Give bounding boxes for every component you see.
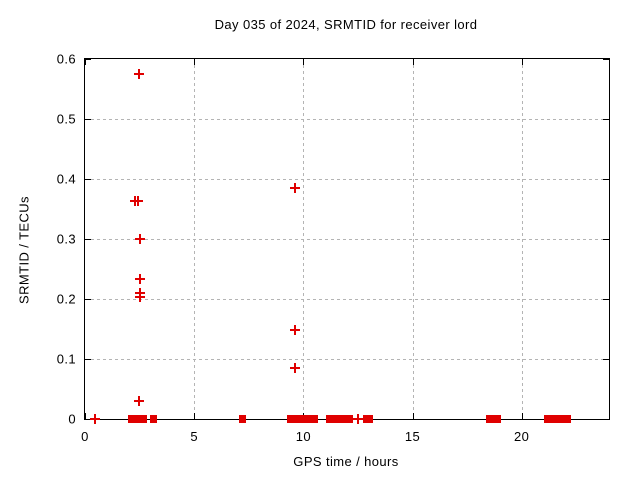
x-tick-mirror (85, 59, 86, 65)
data-point-marker (90, 414, 101, 424)
x-tick (412, 413, 414, 419)
y-tick (85, 419, 91, 420)
vertical-gridline (303, 59, 305, 419)
x-tick-label: 20 (514, 429, 530, 444)
data-point-marker (135, 274, 146, 285)
data-point-marker (289, 363, 300, 373)
y-tick (85, 119, 91, 120)
y-tick-mirror (603, 359, 609, 360)
data-point-marker (290, 325, 301, 336)
horizontal-gridline (85, 299, 609, 300)
vertical-gridline (412, 59, 414, 419)
y-tick-label: 0.4 (56, 171, 76, 187)
zero-value-data-run (128, 415, 148, 423)
zero-value-data-run (543, 415, 571, 423)
y-tick-label: 0 (68, 411, 76, 427)
zero-value-data-run (485, 415, 502, 423)
y-tick (85, 239, 91, 240)
x-tick-label: 10 (295, 429, 311, 444)
y-tick-mirror (603, 419, 609, 420)
x-tick-label: 15 (404, 429, 421, 444)
y-tick (85, 59, 91, 60)
x-tick-mirror (521, 59, 523, 65)
y-tick-mirror (603, 179, 609, 180)
data-point-marker (134, 292, 145, 303)
x-tick (194, 413, 196, 419)
zero-value-data-run (363, 415, 373, 423)
y-axis-label: SRMTID / TECUs (16, 196, 32, 304)
horizontal-gridline (85, 119, 609, 120)
vertical-gridline (194, 59, 196, 419)
data-point-marker (290, 183, 301, 193)
x-tick-mirror (412, 59, 414, 65)
y-tick-label: 0.2 (56, 291, 76, 307)
horizontal-gridline (85, 239, 609, 240)
horizontal-gridline (85, 359, 609, 360)
x-tick-label: 0 (81, 429, 89, 444)
y-tick-mirror (603, 299, 609, 300)
y-tick-mirror (603, 119, 609, 120)
data-point-marker (134, 234, 145, 244)
data-point-marker (133, 196, 144, 207)
y-tick-label: 0.5 (56, 111, 76, 127)
y-tick (85, 359, 91, 360)
y-tick-mirror (603, 59, 609, 60)
y-tick-mirror (603, 239, 609, 240)
zero-value-data-run (325, 415, 344, 423)
x-tick (521, 413, 523, 419)
y-tick (85, 179, 91, 180)
zero-value-data-run (150, 415, 157, 423)
zero-value-data-run (287, 415, 319, 423)
y-tick-label: 0.3 (56, 231, 76, 247)
vertical-gridline (521, 59, 523, 419)
chart-title: Day 035 of 2024, SRMTID for receiver lor… (214, 17, 478, 32)
data-point-marker (352, 414, 363, 424)
zero-value-data-run (238, 415, 246, 423)
x-axis-label: GPS time / hours (293, 454, 399, 469)
horizontal-gridline (85, 179, 609, 180)
x-tick-label: 5 (190, 429, 198, 444)
x-tick-mirror (303, 59, 305, 65)
y-tick-label: 0.1 (56, 351, 76, 367)
plot-area: 0 5 10 15 20 0 0.1 0.2 0.3 0.4 0.5 0.6 (57, 52, 610, 444)
x-tick (85, 413, 86, 419)
y-tick-label: 0.6 (56, 51, 76, 67)
data-point-marker (134, 396, 145, 406)
data-point-marker (134, 69, 145, 79)
zero-value-data-run (343, 415, 354, 423)
y-tick (85, 299, 91, 300)
x-tick-mirror (194, 59, 196, 65)
